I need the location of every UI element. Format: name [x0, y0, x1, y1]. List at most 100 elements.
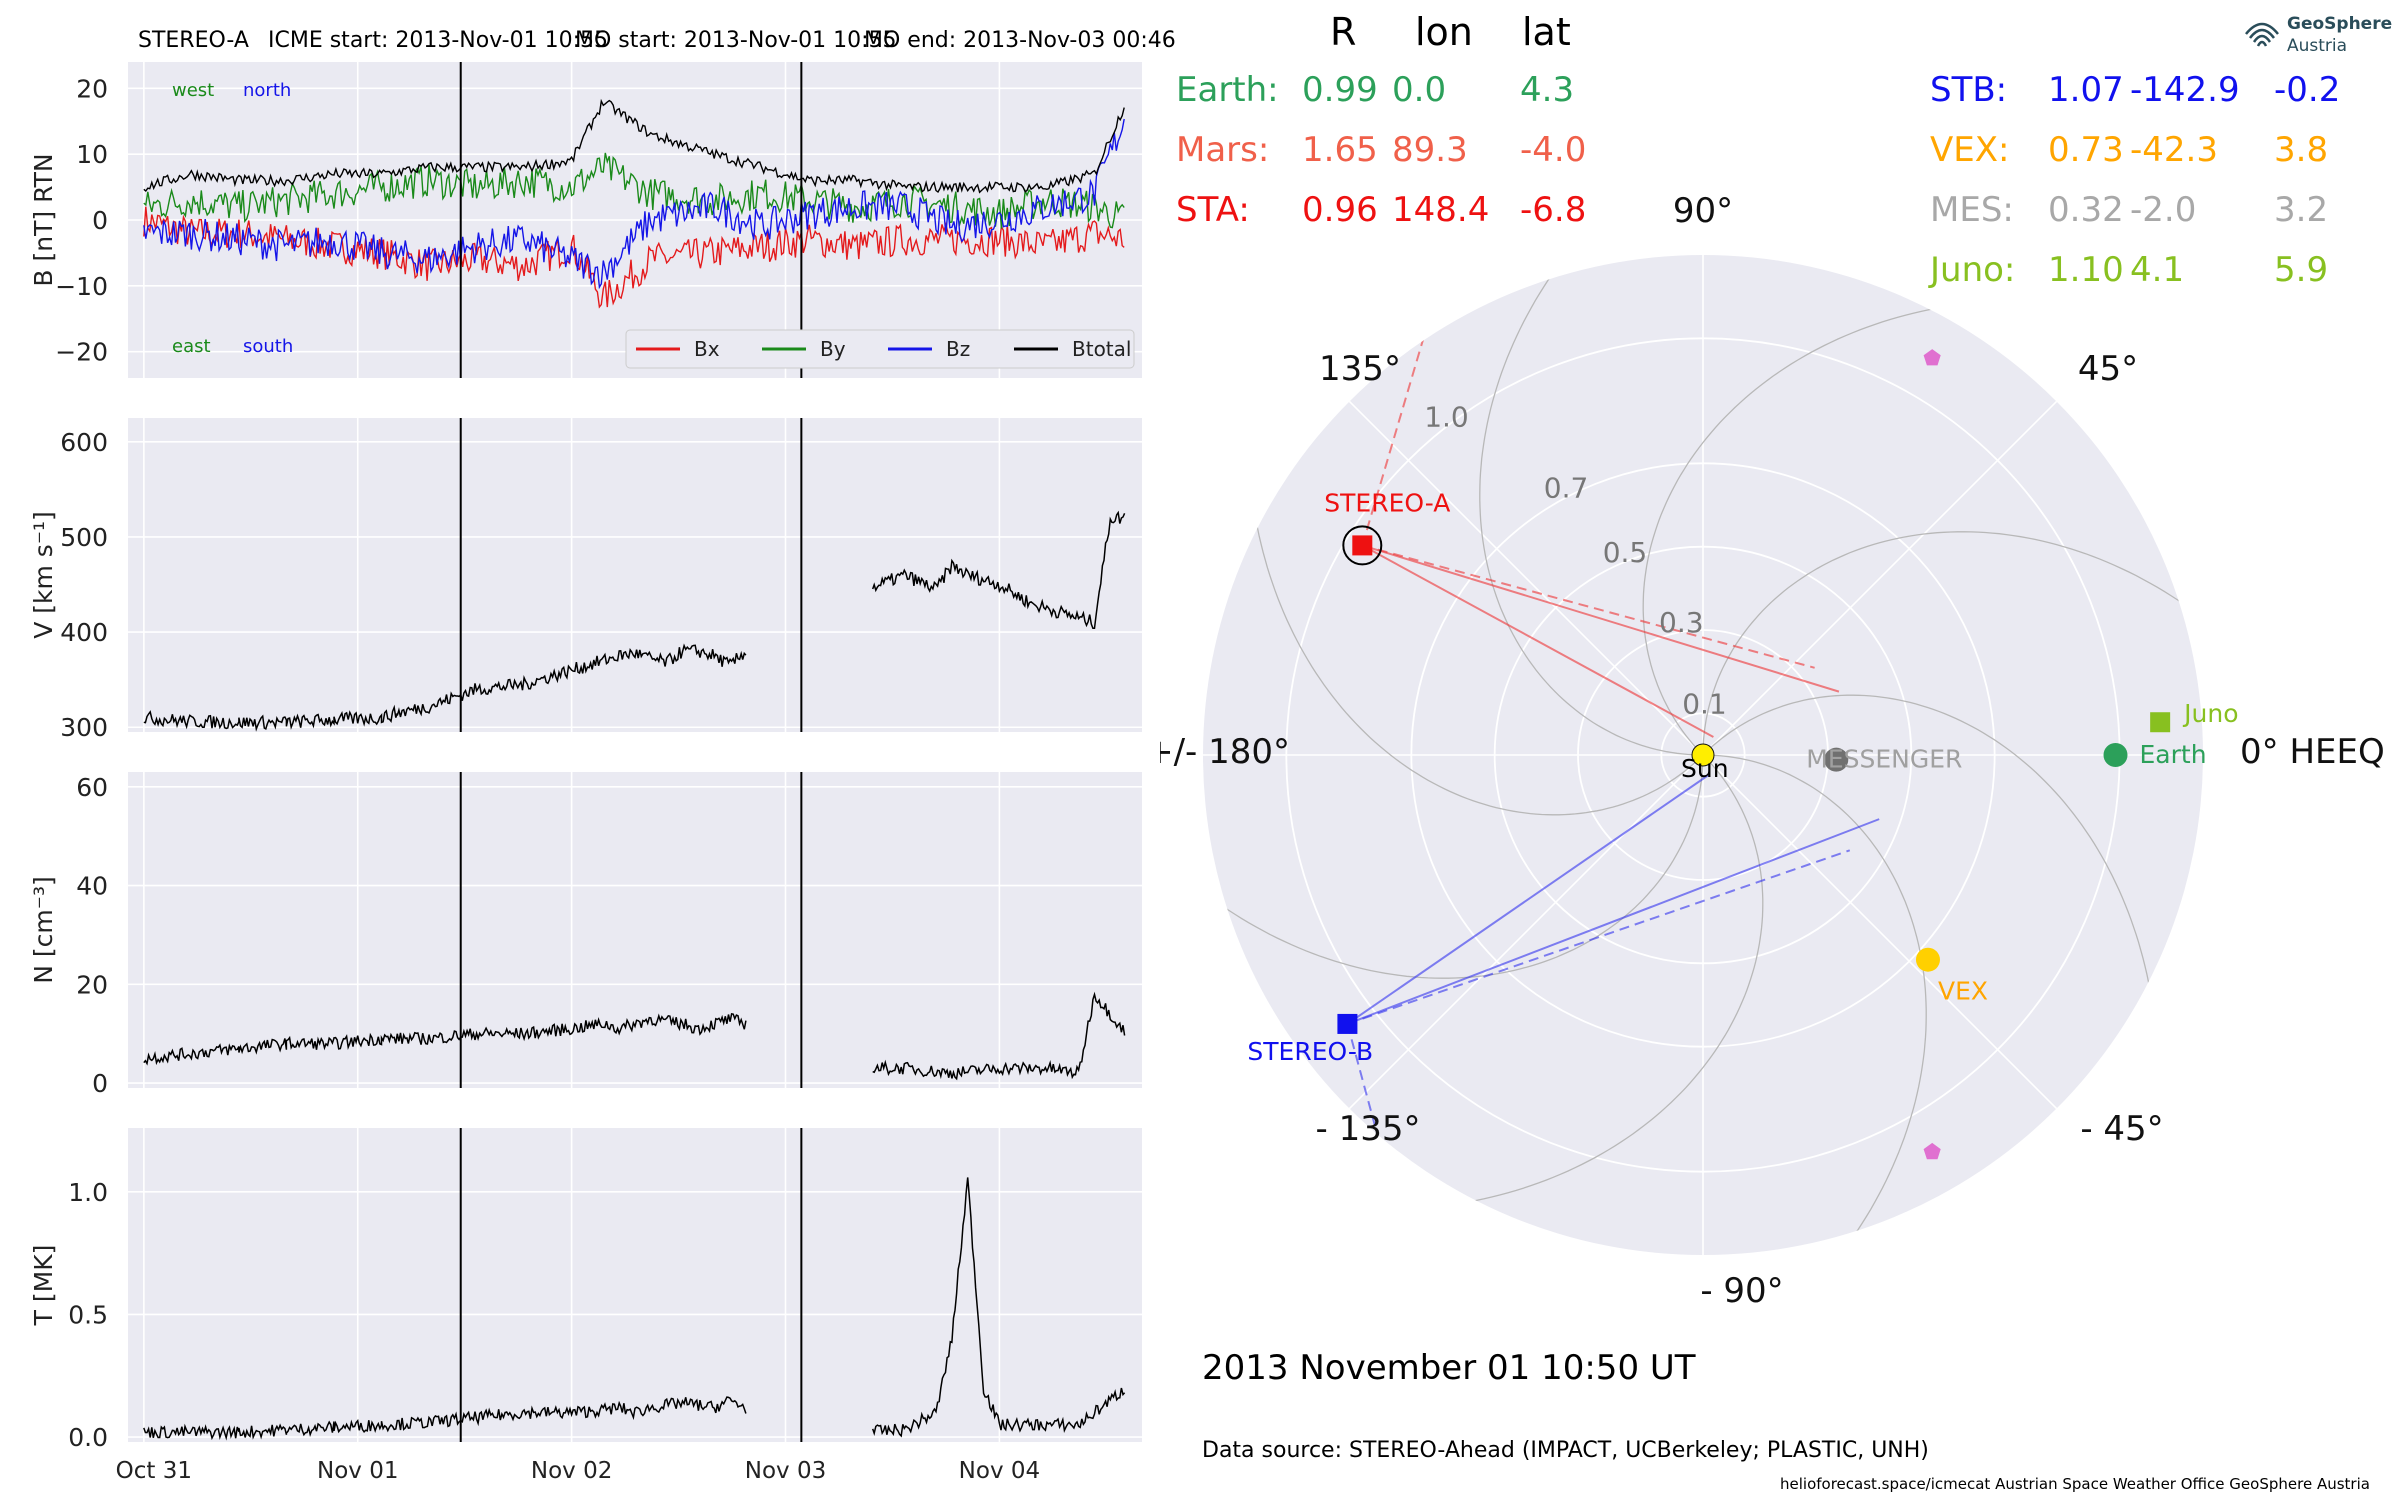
x-tick-label: Nov 01: [317, 1458, 398, 1484]
position-juno-r: 1.10: [2048, 250, 2124, 290]
position-sta-lat: -6.8: [1520, 190, 1587, 230]
polar-plot: 1.0 0.7 0.5 0.3 0.1 90° 45° 0° HEEQ - 45° - 90° - …: [1160, 191, 2385, 1311]
icme-start-label: ICME start: 2013-Nov-01 10:55: [268, 28, 608, 53]
y-tick-label: 0.0: [68, 1423, 108, 1452]
series-line-btotal: [143, 98, 1125, 194]
position-stb-lon: -142.9: [2130, 70, 2240, 110]
annotation-south: south: [243, 336, 293, 357]
position-sta-name: STA:: [1176, 190, 1250, 230]
col-header-r: R: [1330, 10, 1357, 54]
position-stb-r: 1.07: [2048, 70, 2124, 110]
extra-marker: [1923, 1142, 1941, 1160]
x-tick-label: Oct 31: [116, 1458, 192, 1484]
angle-label: 45°: [2078, 349, 2138, 389]
y-tick-label: 1.0: [68, 1178, 108, 1207]
fov-line: [1362, 544, 1815, 669]
angle-label: 0° HEEQ: [2240, 732, 2385, 772]
geosphere-logo-icon: [2245, 22, 2279, 47]
panel-background: [128, 1128, 1142, 1442]
position-mars-name: Mars:: [1176, 130, 1270, 170]
extra-marker: [1923, 349, 1941, 366]
y-tick-label: 300: [60, 713, 108, 742]
panel-background: [128, 772, 1142, 1088]
y-tick-label: 20: [76, 970, 108, 999]
y-tick-label: −10: [55, 272, 108, 301]
spiral-line: [1479, 255, 1704, 756]
y-tick-label: −20: [55, 338, 108, 367]
position-mars-lat: -4.0: [1520, 130, 1587, 170]
position-juno-lat: 5.9: [2274, 250, 2329, 290]
y-tick-label: 10: [76, 140, 108, 169]
vex-label: VEX: [1938, 977, 1988, 1006]
fov-line: [1346, 774, 1709, 1025]
legend-label-btotal: Btotal: [1072, 337, 1131, 361]
col-header-lat: lat: [1522, 10, 1571, 54]
position-mes-r: 0.32: [2048, 190, 2124, 230]
position-mes-name: MES:: [1930, 190, 2014, 230]
logo-line2: Austria: [2287, 36, 2348, 56]
earth-label: Earth: [2140, 740, 2207, 769]
fov-line: [1347, 849, 1851, 1025]
position-stb-name: STB:: [1930, 70, 2008, 110]
position-mes-lon: -2.0: [2130, 190, 2197, 230]
series-line: [143, 991, 1126, 1081]
y-tick-label: 40: [76, 872, 108, 901]
fov-line: [1362, 544, 1840, 693]
angle-label: - 45°: [2080, 1109, 2163, 1149]
y-tick-label: 400: [60, 618, 108, 647]
y-tick-label: 0: [92, 206, 108, 235]
angle-spoke: [1702, 754, 2058, 1110]
radial-label: 0.5: [1603, 536, 1648, 569]
earth-marker: [2103, 743, 2128, 767]
position-earth-lat: 4.3: [1520, 70, 1575, 110]
position-earth-lon: 0.0: [1392, 70, 1447, 110]
angle-spoke: [1348, 400, 1704, 756]
series-line: [143, 510, 1126, 732]
spiral-line: [1203, 754, 1704, 979]
credits: helioforecast.space/icmecat Austrian Spa…: [1780, 1475, 2370, 1493]
position-juno-lon: 4.1: [2130, 250, 2185, 290]
y-axis-label: V [km s⁻¹]: [29, 511, 58, 639]
legend-label-bz: Bz: [946, 337, 970, 361]
position-juno-name: Juno:: [1930, 250, 2016, 290]
position-earth-name: Earth:: [1176, 70, 1279, 110]
angle-spoke: [1348, 754, 1704, 1110]
stereo-a-ring: [1342, 525, 1383, 566]
radial-label: 0.3: [1659, 606, 1704, 639]
panel-background: [128, 418, 1142, 732]
angle-label: 90°: [1673, 191, 1733, 231]
timestamp: 2013 November 01 10:50 UT: [1202, 1348, 1696, 1388]
angle-label: 135°: [1319, 349, 1401, 389]
legend-label-bx: Bx: [694, 337, 720, 361]
position-mes-lat: 3.2: [2274, 190, 2329, 230]
annotation-west: west: [172, 80, 214, 101]
x-tick-label: Nov 04: [959, 1458, 1040, 1484]
juno-marker: [2150, 712, 2171, 733]
y-tick-label: 500: [60, 523, 108, 552]
angle-label: +/- 180°: [1160, 732, 1290, 772]
position-sta-lon: 148.4: [1392, 190, 1490, 230]
stereo-a-marker: [1352, 535, 1373, 556]
sun-label: Sun: [1681, 754, 1729, 783]
stereo-b-marker: [1337, 1013, 1358, 1034]
y-tick-label: 0: [92, 1069, 108, 1098]
position-vex-name: VEX:: [1930, 130, 2010, 170]
legend-label-by: By: [820, 337, 846, 361]
y-tick-label: 20: [76, 74, 108, 103]
fov-line: [1346, 1023, 1413, 1255]
data-source: Data source: STEREO-Ahead (IMPACT, UCBer…: [1202, 1438, 1929, 1463]
position-vex-lat: 3.8: [2274, 130, 2329, 170]
spiral-line: [1702, 754, 1927, 1255]
logo-line1: GeoSphere: [2287, 14, 2393, 34]
fov-line: [1361, 544, 1714, 738]
mo-start-label: MO start: 2013-Nov-01 10:55: [575, 28, 897, 53]
position-mars-r: 1.65: [1302, 130, 1378, 170]
legend: Bx By Bz Btotal: [625, 329, 1135, 369]
messenger-label: MESSENGER: [1806, 745, 1962, 774]
y-axis-label: N [cm⁻³]: [29, 876, 58, 983]
annotation-east: east: [172, 336, 211, 357]
angle-spoke: [1702, 400, 2058, 756]
radial-label: 1.0: [1424, 401, 1469, 434]
col-header-lon: lon: [1415, 10, 1473, 54]
